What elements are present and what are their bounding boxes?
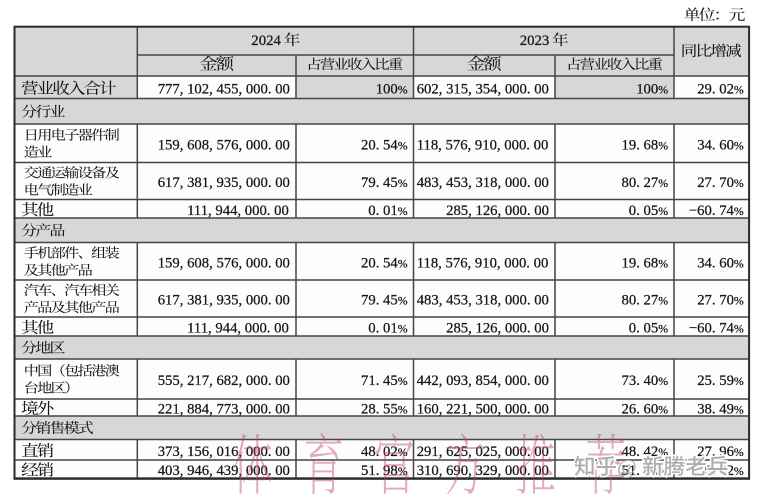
svg-text:%: % bbox=[398, 464, 408, 478]
svg-text:0. 01: 0. 01 bbox=[368, 321, 397, 337]
svg-text:79. 45: 79. 45 bbox=[361, 293, 398, 309]
svg-text:777, 102, 455, 000. 00: 777, 102, 455, 000. 00 bbox=[158, 82, 290, 98]
svg-text:%: % bbox=[734, 83, 744, 97]
svg-text:%: % bbox=[734, 256, 744, 270]
svg-text:@: @ bbox=[617, 455, 637, 479]
svg-text:118, 576, 910, 000. 00: 118, 576, 910, 000. 00 bbox=[417, 255, 549, 271]
svg-text:%: % bbox=[398, 83, 408, 97]
svg-text:160, 221, 500, 000. 00: 160, 221, 500, 000. 00 bbox=[417, 402, 549, 418]
svg-text:71. 45: 71. 45 bbox=[361, 373, 398, 389]
svg-text:20. 54: 20. 54 bbox=[361, 137, 398, 153]
svg-text:111, 944, 000. 00: 111, 944, 000. 00 bbox=[187, 203, 289, 219]
svg-text:%: % bbox=[734, 176, 744, 190]
svg-text:%: % bbox=[658, 322, 668, 336]
svg-text:285, 126, 000. 00: 285, 126, 000. 00 bbox=[446, 321, 549, 337]
svg-text:285, 126, 000. 00: 285, 126, 000. 00 bbox=[446, 203, 549, 219]
svg-text:%: % bbox=[658, 403, 668, 417]
svg-text:%: % bbox=[734, 445, 744, 459]
svg-text:%: % bbox=[658, 204, 668, 218]
svg-text:%: % bbox=[658, 138, 668, 152]
svg-text:%: % bbox=[398, 403, 408, 417]
svg-text:%: % bbox=[658, 374, 668, 388]
svg-text:79. 45: 79. 45 bbox=[361, 175, 398, 191]
svg-text:159, 608, 576, 000. 00: 159, 608, 576, 000. 00 bbox=[158, 137, 290, 153]
svg-text:%: % bbox=[734, 204, 744, 218]
svg-text:%: % bbox=[734, 294, 744, 308]
svg-text:310, 690, 329, 000. 00: 310, 690, 329, 000. 00 bbox=[417, 463, 549, 479]
svg-text:555, 217, 682, 000. 00: 555, 217, 682, 000. 00 bbox=[158, 373, 290, 389]
svg-text:100: 100 bbox=[636, 82, 658, 98]
svg-text:34. 60: 34. 60 bbox=[697, 137, 734, 153]
svg-text:373, 156, 016, 000. 00: 373, 156, 016, 000. 00 bbox=[158, 444, 290, 460]
svg-text:28. 55: 28. 55 bbox=[361, 402, 398, 418]
svg-text:291, 625, 025, 000. 00: 291, 625, 025, 000. 00 bbox=[417, 444, 549, 460]
svg-text:%: % bbox=[658, 464, 668, 478]
svg-text:19. 68: 19. 68 bbox=[622, 137, 659, 153]
svg-text:602, 315, 354, 000. 00: 602, 315, 354, 000. 00 bbox=[417, 82, 549, 98]
svg-text:%: % bbox=[734, 403, 744, 417]
svg-text:%: % bbox=[398, 138, 408, 152]
svg-text:442, 093, 854, 000. 00: 442, 093, 854, 000. 00 bbox=[417, 373, 549, 389]
svg-text:2024: 2024 bbox=[251, 33, 281, 49]
svg-text:617, 381, 935, 000. 00: 617, 381, 935, 000. 00 bbox=[158, 175, 290, 191]
svg-text:0. 05: 0. 05 bbox=[629, 203, 658, 219]
svg-text:%: % bbox=[734, 374, 744, 388]
svg-text:483, 453, 318, 000. 00: 483, 453, 318, 000. 00 bbox=[417, 293, 549, 309]
svg-text:0. 05: 0. 05 bbox=[629, 321, 658, 337]
svg-text:%: % bbox=[398, 294, 408, 308]
svg-text:−60. 74: −60. 74 bbox=[689, 203, 735, 219]
svg-text:617, 381, 935, 000. 00: 617, 381, 935, 000. 00 bbox=[158, 293, 290, 309]
svg-text:2023: 2023 bbox=[520, 33, 550, 49]
svg-text:27. 70: 27. 70 bbox=[697, 293, 734, 309]
svg-text:0. 01: 0. 01 bbox=[368, 203, 397, 219]
svg-text:159, 608, 576, 000. 00: 159, 608, 576, 000. 00 bbox=[158, 255, 290, 271]
svg-text:%: % bbox=[398, 256, 408, 270]
svg-text:@: @ bbox=[617, 455, 637, 479]
svg-text:221, 884, 773, 000. 00: 221, 884, 773, 000. 00 bbox=[158, 402, 290, 418]
svg-text:27. 70: 27. 70 bbox=[697, 175, 734, 191]
svg-text:19. 68: 19. 68 bbox=[622, 255, 659, 271]
svg-text:29. 02: 29. 02 bbox=[697, 82, 734, 98]
svg-text:34. 60: 34. 60 bbox=[697, 255, 734, 271]
svg-text:38. 49: 38. 49 bbox=[697, 402, 734, 418]
svg-text:20. 54: 20. 54 bbox=[361, 255, 398, 271]
svg-text:%: % bbox=[734, 322, 744, 336]
svg-text:%: % bbox=[658, 83, 668, 97]
svg-text:%: % bbox=[658, 445, 668, 459]
svg-text:80. 27: 80. 27 bbox=[622, 293, 659, 309]
svg-text:%: % bbox=[658, 294, 668, 308]
svg-text:73. 40: 73. 40 bbox=[622, 373, 659, 389]
svg-text:−60. 74: −60. 74 bbox=[689, 321, 735, 337]
svg-text:80. 27: 80. 27 bbox=[622, 175, 659, 191]
svg-text:25. 59: 25. 59 bbox=[697, 373, 734, 389]
svg-text:111, 944, 000. 00: 111, 944, 000. 00 bbox=[187, 321, 289, 337]
svg-text:%: % bbox=[398, 204, 408, 218]
svg-text:26. 60: 26. 60 bbox=[622, 402, 659, 418]
svg-text:%: % bbox=[734, 464, 744, 478]
svg-text:%: % bbox=[734, 138, 744, 152]
svg-text:%: % bbox=[398, 322, 408, 336]
svg-text:483, 453, 318, 000. 00: 483, 453, 318, 000. 00 bbox=[417, 175, 549, 191]
svg-text:%: % bbox=[658, 256, 668, 270]
svg-text:%: % bbox=[398, 374, 408, 388]
svg-text:%: % bbox=[658, 176, 668, 190]
svg-text:%: % bbox=[398, 176, 408, 190]
svg-text:100: 100 bbox=[376, 82, 398, 98]
svg-text:118, 576, 910, 000. 00: 118, 576, 910, 000. 00 bbox=[417, 137, 549, 153]
